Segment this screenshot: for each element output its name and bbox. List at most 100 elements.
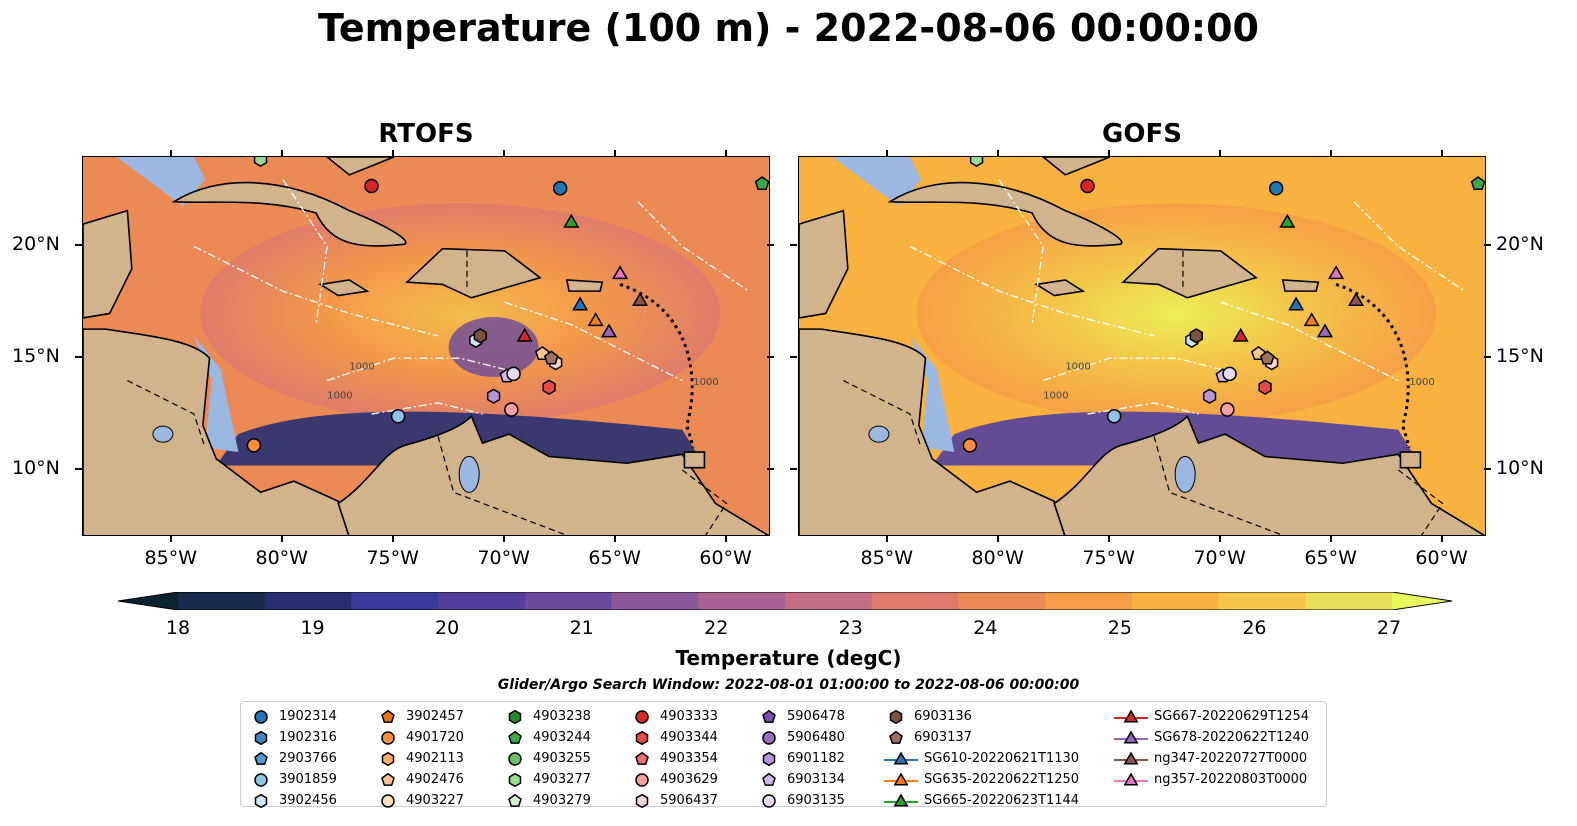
legend-label: 6901182 [787,751,845,766]
legend-marker-pentagon [508,793,522,807]
legend-label: 4903344 [660,730,718,745]
legend-item: SG667-20220629T1254 [1114,706,1309,727]
eez-boundary [1042,357,1221,382]
colorbar-segment [785,592,873,610]
lon-tick-label: 60°W [1415,547,1468,569]
legend-item: 6903136 [884,706,1079,727]
legend-marker-pentagon [762,772,776,786]
legend-marker-triangle [884,771,918,786]
legend-label: 6903136 [914,709,972,724]
lon-tick-mark [885,535,888,542]
colorbar-tick-label: 21 [569,617,594,639]
marker-6901182 [486,388,501,404]
lon-tick-label: 80°W [971,547,1024,569]
legend-item: 4903244 [503,727,591,748]
lon-tick-label: 80°W [255,547,308,569]
marker-1902314 [552,181,568,196]
legend-label: ng357-20220803T0000 [1154,772,1308,787]
legend-item: 6901182 [757,748,845,769]
colorbar-segment [1305,592,1393,610]
lat-tick-mark [767,356,774,359]
legend-label: 4902476 [406,772,464,787]
legend: 1902314 1902316 2903766 3901859 3902456 39024… [240,701,1327,808]
legend-column: 6903136 6903137 SG610-20220621T1130 SG635-2… [884,706,1079,811]
marker-4901720 [246,438,262,453]
lat-tick-label-left: 10°N [12,456,60,479]
marker-4903629 [1220,402,1235,417]
lon-tick-mark [996,150,999,157]
map-canvas-gofs: 1000 1000 1000 [799,157,1485,535]
colorbar-tick-label: 19 [300,617,325,639]
continental-shelf [116,157,206,207]
legend-marker-circle [635,772,649,787]
country-border [1153,436,1284,535]
legend-column: 5906478 5906480 6901182 6903134 6903135 [757,706,845,811]
land-bahamas [1041,157,1111,176]
legend-label: 4903333 [660,709,718,724]
colorbar-segment [958,592,1046,610]
legend-item: 4901720 [376,727,464,748]
eez-boundary [326,357,505,382]
legend-label: 2903766 [279,751,337,766]
legend-label: 4903244 [533,730,591,745]
legend-label: 5906478 [787,709,845,724]
lat-tick-mark [75,244,82,247]
lon-tick-mark [996,535,999,542]
legend-column: 4903238 4903244 4903255 4903277 4903279 [503,706,591,811]
legend-label: 1902314 [279,709,337,724]
legend-symbol [762,709,776,723]
legend-label: SG610-20220621T1130 [924,751,1080,766]
legend-marker-pentagon [889,730,903,744]
colorbar-tick-label: 22 [704,617,729,639]
map-rtofs[interactable]: 1000 1000 1000 [82,156,770,536]
legend-symbol [381,709,395,723]
legend-symbol [381,772,395,786]
eez-boundary [998,178,1044,325]
lon-tick-label: 60°W [699,547,752,569]
legend-marker-triangle [884,792,918,807]
lat-tick-mark [1484,244,1491,247]
lesser-antilles [1335,282,1411,449]
marker-6903137 [543,350,559,365]
continental-shelf [193,335,239,453]
lon-tick-mark [885,150,888,157]
colorbar-segment [178,592,266,610]
marker-4901720 [962,438,978,453]
legend-item: ng347-20220727T0000 [1114,748,1309,769]
search-window-text: Glider/Argo Search Window: 2022-08-01 01… [497,677,1080,693]
land-trinidad [1399,451,1422,469]
lon-tick-mark [280,150,283,157]
lon-tick-label: 75°W [366,547,419,569]
lat-tick-mark [1484,467,1491,470]
legend-label: 6903137 [914,730,972,745]
lat-tick-label-right: 20°N [1496,233,1544,256]
legend-marker-circle [254,772,268,787]
legend-item: SG665-20220623T1144 [884,790,1079,811]
eez-boundary [637,201,750,292]
legend-marker-circle [762,730,776,745]
land-trinidad [683,451,706,469]
legend-marker-circle [762,793,776,808]
legend-symbol [635,709,649,724]
colorbar-tick-label: 18 [165,617,191,639]
isobath-label: 1000 [349,361,374,372]
legend-symbol [635,751,649,765]
legend-symbol [254,751,268,765]
legend-symbol [762,751,776,766]
lon-tick-mark [1329,150,1332,157]
legend-symbol [254,793,268,808]
lat-tick-mark [767,244,774,247]
legend-label: 4903255 [533,751,591,766]
legend-marker-hexagon [254,730,268,745]
legend-marker-hexagon [508,709,522,724]
legend-symbol [508,772,522,787]
land-central-america [83,328,350,535]
legend-marker-pentagon [635,751,649,765]
legend-item: 4903344 [630,727,718,748]
lat-tick-mark [790,467,797,470]
legend-symbol [635,730,649,745]
map-gofs[interactable]: 1000 1000 1000 [798,156,1486,536]
legend-item: 5906478 [757,706,845,727]
legend-label: 5906480 [787,730,845,745]
colorbar-gradient [117,591,1453,611]
